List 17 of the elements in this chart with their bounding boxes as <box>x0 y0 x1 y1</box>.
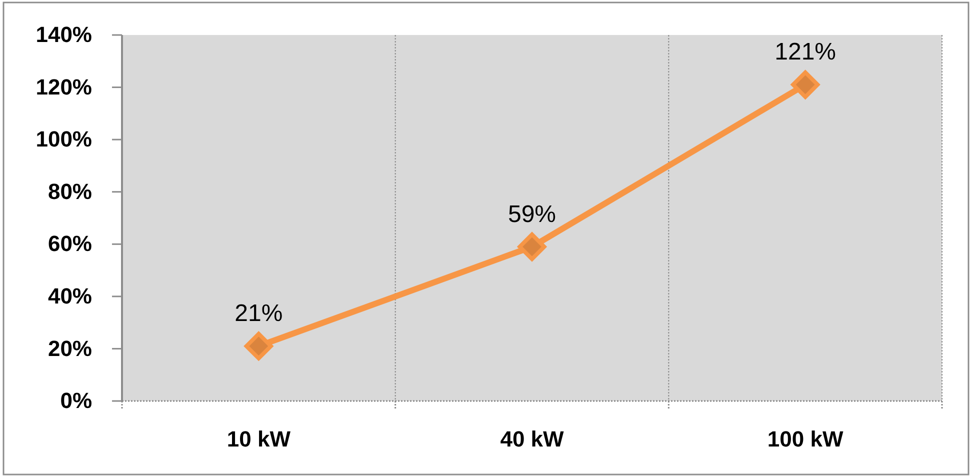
y-tick-label: 40% <box>48 283 92 308</box>
y-tick-label: 80% <box>48 178 92 204</box>
point <box>244 332 273 360</box>
point <box>791 70 820 99</box>
y-tick-label: 100% <box>36 126 92 152</box>
y-tick-label: 140% <box>36 22 92 48</box>
x-tick-label: 100 kW <box>767 426 844 452</box>
y-tick-label: 60% <box>48 231 92 256</box>
x-tick-label: 10 kW <box>226 426 291 452</box>
point <box>518 232 546 262</box>
y-tick-label: 120% <box>36 74 92 100</box>
data-label: 121% <box>774 38 836 66</box>
y-tick-label: 0% <box>60 388 92 414</box>
data-label: 59% <box>508 200 556 228</box>
data-label: 21% <box>234 300 283 328</box>
x-tick-label: 40 kW <box>500 426 564 452</box>
y-tick-label: 20% <box>48 336 92 361</box>
